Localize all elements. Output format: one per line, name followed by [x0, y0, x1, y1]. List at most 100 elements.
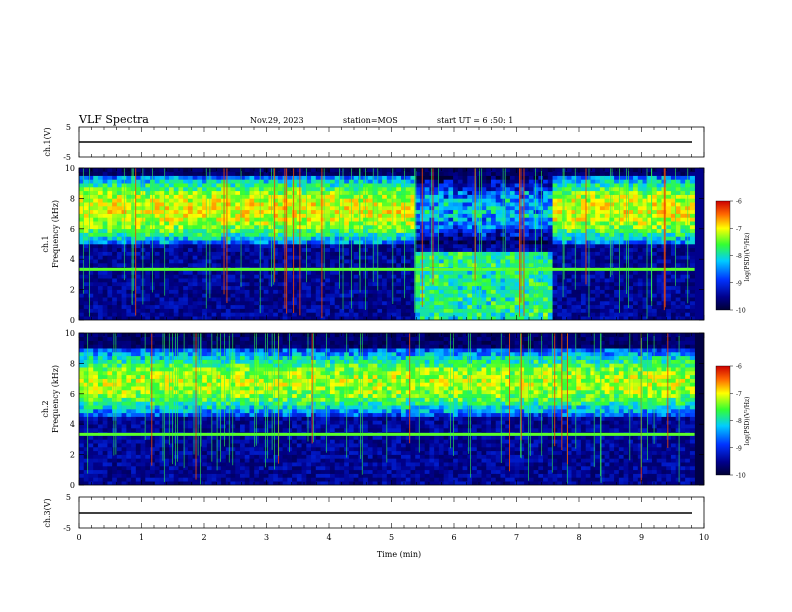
spectrogram-cell [576, 198, 582, 203]
spectrogram-cell [254, 209, 260, 214]
spectrogram-cell [192, 289, 198, 294]
spectrogram-cell [438, 312, 444, 317]
spectrogram-cell [296, 190, 302, 195]
spectrogram-cell [405, 316, 411, 320]
spectrogram-cell [505, 225, 511, 230]
spectrogram-cell [434, 244, 440, 249]
spectrogram-cell [443, 304, 449, 309]
spectrogram-cell [486, 282, 492, 287]
spectrogram-cell [202, 236, 208, 241]
spectrogram-cell [519, 259, 525, 264]
spectrogram-cell [509, 183, 515, 188]
spectrogram-cell [258, 179, 264, 184]
spectrogram-cell [102, 297, 108, 302]
spectrogram-cell [112, 259, 118, 264]
spectrogram-cell [183, 251, 189, 256]
spectrogram-cell [429, 316, 435, 320]
spectrogram-cell [258, 293, 264, 298]
spectrogram-cell [628, 236, 634, 241]
spectrogram-cell [187, 187, 193, 192]
spectrogram-cell [538, 179, 544, 184]
spectrogram-cell [590, 232, 596, 237]
spectrogram-cell [159, 240, 165, 245]
spectrogram-cell [519, 312, 525, 317]
spectrogram-cell [524, 289, 530, 294]
spectrogram-cell [647, 308, 653, 313]
spectrogram-cell [491, 308, 497, 313]
spectrogram-cell [348, 312, 354, 317]
spectrogram-cell [410, 304, 416, 309]
spectrogram-cell [382, 278, 388, 283]
spectrogram-cell [424, 240, 430, 245]
spectrogram-cell [102, 221, 108, 226]
spectrogram-cell [415, 251, 421, 256]
spectrogram-cell [344, 263, 350, 268]
spectrogram-cell [102, 255, 108, 260]
spectrogram-cell [88, 187, 94, 192]
spectrogram-cell [211, 316, 217, 320]
spectrogram-cell [353, 297, 359, 302]
spectrogram-cell [443, 301, 449, 306]
spectrogram-cell [277, 282, 283, 287]
spectrogram-cell [358, 244, 364, 249]
spectrogram-cell [154, 308, 160, 313]
spectrogram-cell [614, 228, 620, 233]
spectrogram-cell [216, 312, 222, 317]
spectrogram-cell [296, 209, 302, 214]
spectrogram-cell [107, 190, 113, 195]
spectrogram-cell [325, 274, 331, 279]
spectrogram-cell [491, 263, 497, 268]
spectrogram-cell [301, 190, 307, 195]
spectrogram-cell [491, 255, 497, 260]
spectrogram-cell [391, 232, 397, 237]
spectrogram-cell [386, 263, 392, 268]
spectrogram-cell [315, 168, 321, 173]
spectrogram-cell [666, 301, 672, 306]
spectrogram-cell [519, 213, 525, 218]
spectrogram-cell [372, 179, 378, 184]
spectrogram-cell [244, 236, 250, 241]
spectrogram-cell [443, 209, 449, 214]
spectrogram-cell [633, 263, 639, 268]
spectrogram-cell [491, 293, 497, 298]
spectrogram-cell [325, 316, 331, 320]
spectrogram-cell [405, 247, 411, 252]
spectrogram-cell [401, 312, 407, 317]
spectrogram-cell [547, 202, 553, 207]
spectrogram-cell [301, 259, 307, 264]
spectrogram-cell [410, 282, 416, 287]
spectrogram-cell [230, 175, 236, 180]
spectrogram-cell [339, 247, 345, 252]
spectrogram-cell [187, 194, 193, 199]
spectrogram-cell [211, 168, 217, 173]
spectrogram-cell [467, 179, 473, 184]
spectrogram-cell [633, 225, 639, 230]
spectrogram-cell [102, 183, 108, 188]
spectrogram-cell [329, 179, 336, 184]
spectrogram-cell [595, 293, 601, 298]
spectrogram-cell [462, 175, 468, 180]
spectrogram-cell [571, 278, 577, 283]
spectrogram-cell [178, 297, 184, 302]
spectrogram-cell [500, 297, 506, 302]
spectrogram-cell [358, 225, 364, 230]
spectrogram-cell [296, 282, 302, 287]
spectrogram-cell [462, 187, 468, 192]
spectrogram-cell [386, 221, 392, 226]
spectrogram-cell [159, 251, 165, 256]
spectrogram-cell [509, 187, 515, 192]
spectrogram-cell [405, 282, 411, 287]
spectrogram-cell [377, 247, 383, 252]
spectrogram-cell [268, 202, 274, 207]
spectrogram-cell [519, 244, 525, 249]
spectrogram-cell [325, 301, 331, 306]
spectrogram-cell [325, 278, 331, 283]
spectrogram-cell [434, 190, 440, 195]
spectrogram-cell [524, 263, 530, 268]
spectrogram-cell [263, 251, 269, 256]
spectrogram-cell [145, 168, 151, 173]
spectrogram-cell [467, 255, 473, 260]
spectrogram-cell [419, 312, 425, 317]
spectrogram-cell [358, 289, 364, 294]
spectrogram-cell [599, 251, 605, 256]
